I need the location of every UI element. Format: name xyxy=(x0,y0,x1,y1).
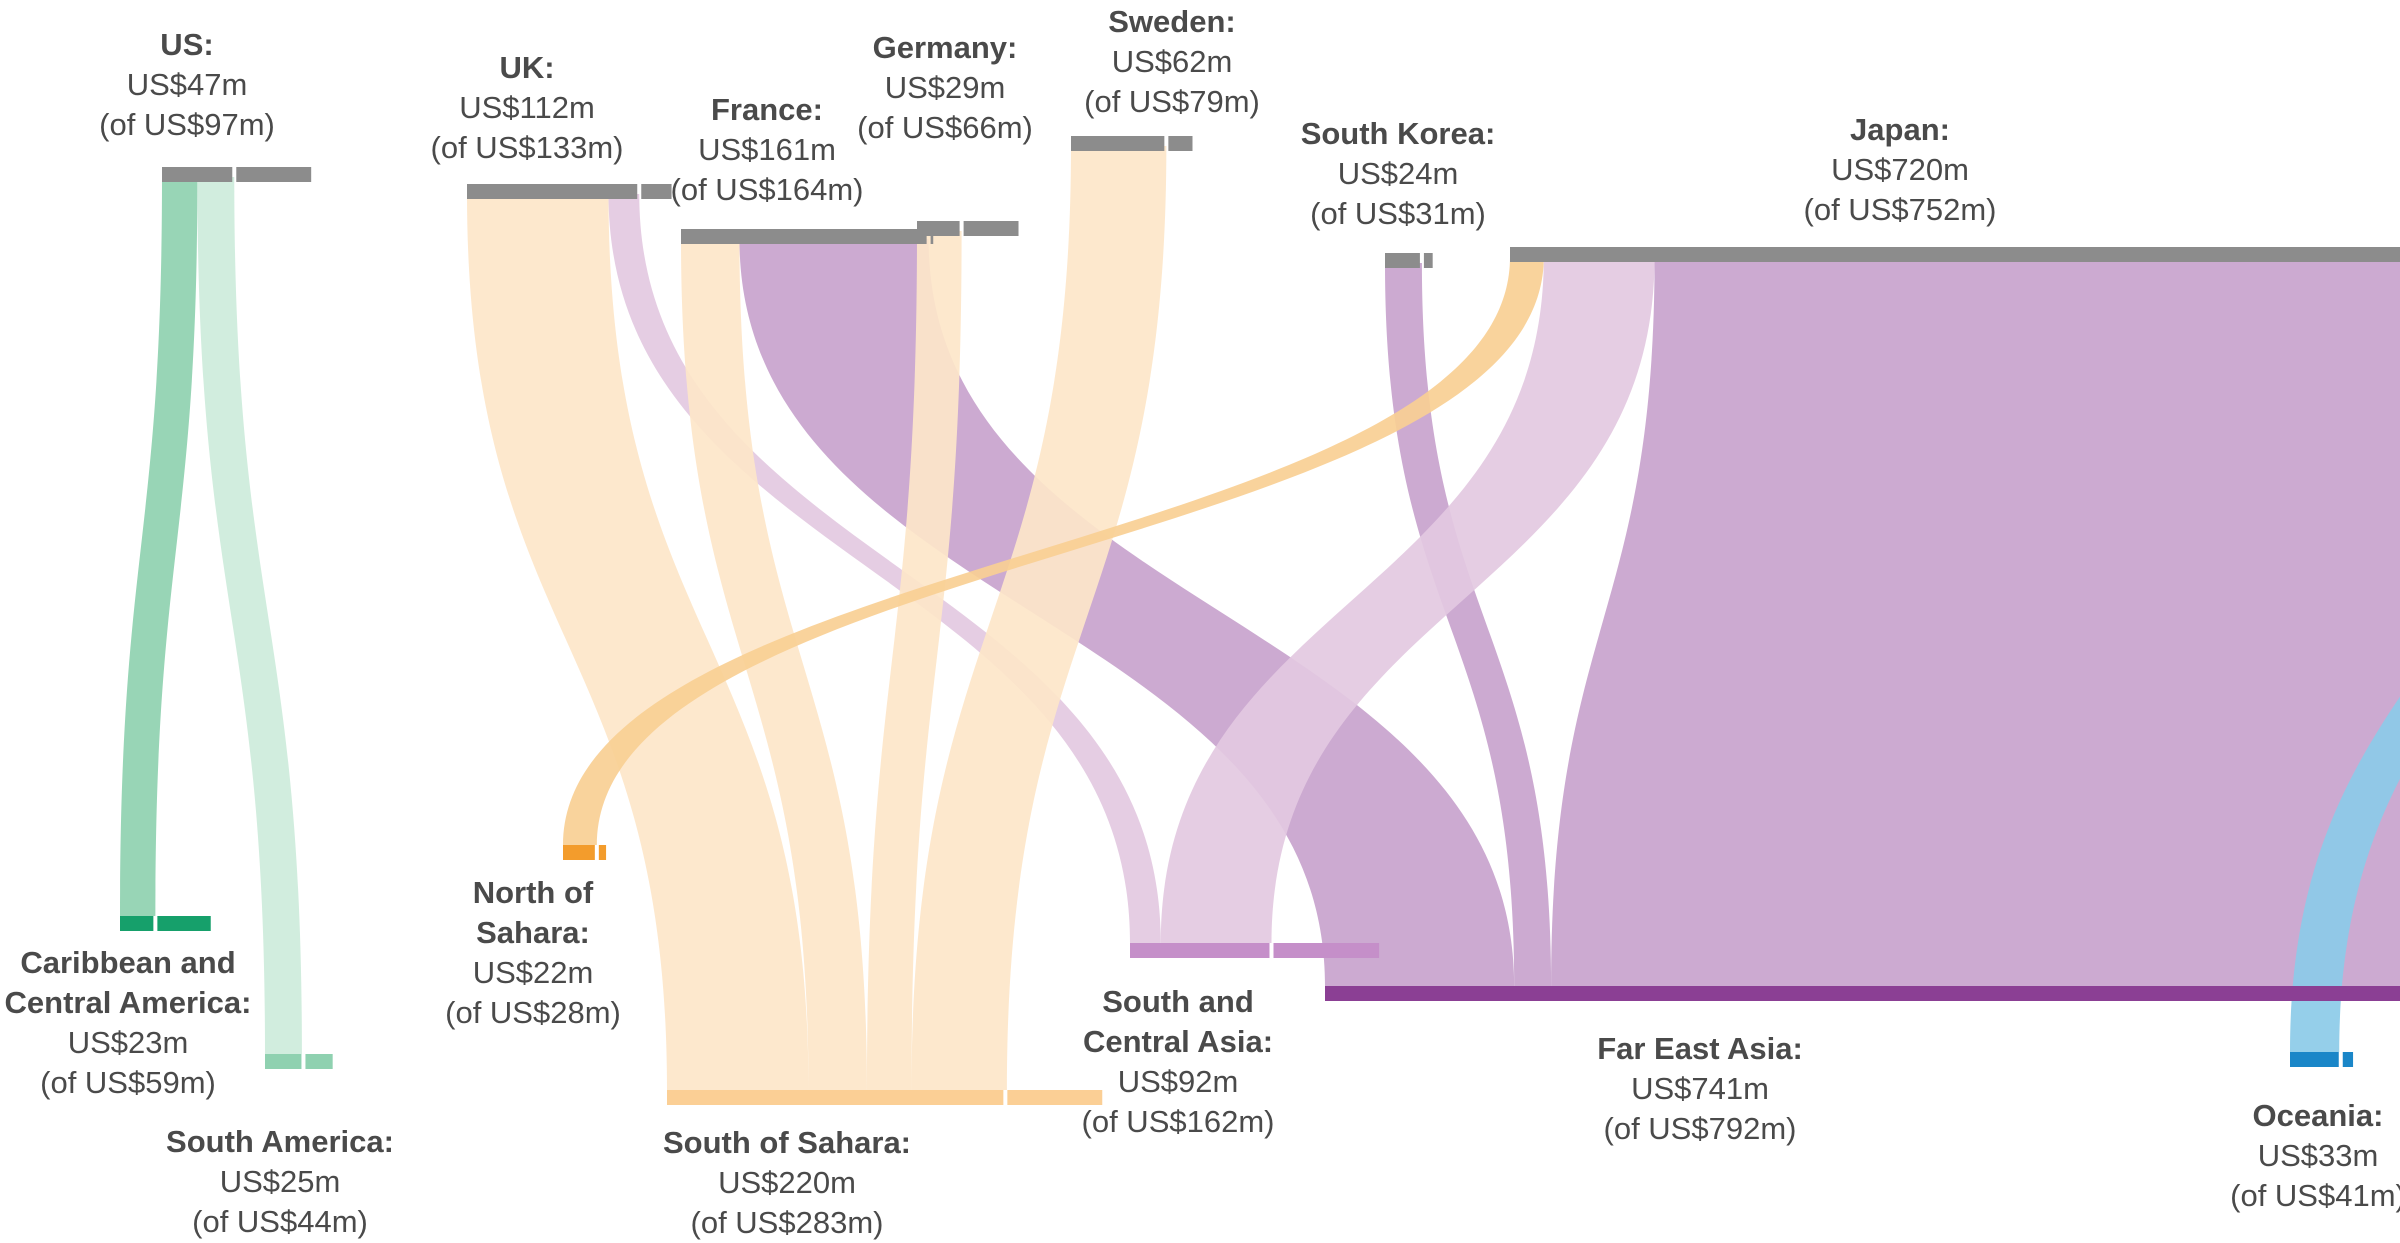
region-name: South and Central Asia: xyxy=(1082,984,1274,1059)
donor-value: US$112m xyxy=(459,90,595,125)
region-value: US$22m xyxy=(472,955,594,990)
flow-japan-to-far-east-asia xyxy=(1551,257,2400,986)
donor-total: (of US$79m) xyxy=(1084,84,1260,119)
donor-total: (of US$133m) xyxy=(430,130,624,165)
donor-name: Germany: xyxy=(872,30,1018,65)
flow-sweden-to-south-sahara xyxy=(911,146,1167,1090)
region-total: (of US$162m) xyxy=(1081,1104,1275,1139)
donor-value: US$24m xyxy=(1337,156,1459,191)
region-bar-oceania xyxy=(2290,1052,2339,1067)
donor-bar-germany xyxy=(917,221,960,236)
donor-bar-sweden xyxy=(1071,136,1165,151)
flow-japan-to-south-central-asia xyxy=(1160,257,1655,943)
region-total: (of US$28m) xyxy=(445,995,621,1030)
region-label-south-sahara: South of Sahara: US$220m (of US$283m) xyxy=(663,1123,911,1243)
donor-total: (of US$31m) xyxy=(1310,196,1486,231)
donor-bar-rest-france xyxy=(930,229,934,244)
region-name: Far East Asia: xyxy=(1597,1031,1803,1066)
region-bar-rest-south-central-asia xyxy=(1273,943,1380,958)
donor-label-us: US: US$47m (of US$97m) xyxy=(99,25,275,145)
flow-us-to-caribbean xyxy=(120,177,198,916)
donor-total: (of US$752m) xyxy=(1803,192,1997,227)
flow-uk-to-south-sahara xyxy=(467,194,809,1090)
bars-layer xyxy=(120,136,2400,1105)
donor-bar-uk xyxy=(467,184,638,199)
region-value: US$92m xyxy=(1117,1064,1239,1099)
region-bar-south-sahara xyxy=(667,1090,1004,1105)
donor-bar-france xyxy=(681,229,927,244)
flow-us-to-south-america xyxy=(197,177,302,1054)
flow-japan-to-oceania xyxy=(2290,696,2400,1052)
donor-name: Japan: xyxy=(1850,112,1950,147)
region-name: Caribbean and Central America: xyxy=(4,945,252,1020)
donor-name: US: xyxy=(160,27,214,62)
donor-label-germany: Germany: US$29m (of US$66m) xyxy=(857,28,1033,148)
region-name: South of Sahara: xyxy=(662,1125,912,1160)
region-value: US$23m xyxy=(67,1025,189,1060)
region-total: (of US$59m) xyxy=(40,1065,216,1100)
donor-label-france: France: US$161m (of US$164m) xyxy=(671,90,864,210)
region-name: South America: xyxy=(166,1124,394,1159)
donor-bar-japan xyxy=(1510,247,2400,262)
donor-total: (of US$97m) xyxy=(99,107,275,142)
region-total: (of US$41m) xyxy=(2230,1178,2400,1213)
donor-bar-rest-sweden xyxy=(1168,136,1193,151)
flow-germany-to-south-sahara xyxy=(866,231,962,1090)
donor-name: UK: xyxy=(499,50,555,85)
flow-uk-to-south-central-asia xyxy=(608,194,1161,943)
region-label-far-east-asia: Far East Asia: US$741m (of US$792m) xyxy=(1597,1029,1803,1149)
donor-label-sweden: Sweden: US$62m (of US$79m) xyxy=(1084,2,1260,122)
donor-value: US$720m xyxy=(1831,152,1969,187)
region-bar-south-central-asia xyxy=(1130,943,1270,958)
donor-value: US$161m xyxy=(698,132,836,167)
donor-bar-rest-us xyxy=(236,167,312,182)
donor-bar-us xyxy=(162,167,233,182)
flow-japan-to-north-sahara xyxy=(563,257,1544,845)
donor-name: France: xyxy=(711,92,823,127)
region-name: North of Sahara: xyxy=(472,875,594,950)
region-bar-caribbean xyxy=(120,916,154,931)
region-label-north-sahara: North of Sahara: US$22m (of US$28m) xyxy=(445,873,621,1033)
region-bar-rest-north-sahara xyxy=(598,845,607,860)
region-bar-rest-caribbean xyxy=(157,916,211,931)
donor-label-uk: UK: US$112m (of US$133m) xyxy=(431,48,624,168)
region-bar-far-east-asia xyxy=(1325,986,2400,1001)
flows-layer xyxy=(120,146,2400,1090)
donor-value: US$29m xyxy=(884,70,1006,105)
region-bar-rest-oceania xyxy=(2342,1052,2354,1067)
region-label-oceania: Oceania: US$33m (of US$41m) xyxy=(2230,1096,2400,1216)
donor-name: Sweden: xyxy=(1108,4,1236,39)
donor-value: US$62m xyxy=(1111,44,1233,79)
flow-south-korea-to-far-east-asia xyxy=(1385,263,1552,986)
donor-bar-rest-germany xyxy=(963,221,1019,236)
region-total: (of US$283m) xyxy=(690,1205,884,1240)
region-total: (of US$44m) xyxy=(192,1204,368,1239)
region-bar-south-america xyxy=(265,1054,302,1069)
region-value: US$25m xyxy=(219,1164,341,1199)
region-label-caribbean: Caribbean and Central America: US$23m (of U… xyxy=(5,943,252,1103)
donor-total: (of US$164m) xyxy=(670,172,864,207)
donor-name: South Korea: xyxy=(1300,116,1496,151)
region-value: US$741m xyxy=(1631,1071,1769,1106)
region-label-south-america: South America: US$25m (of US$44m) xyxy=(166,1122,394,1242)
donor-bar-rest-south-korea xyxy=(1423,253,1433,268)
donor-bar-south-korea xyxy=(1385,253,1420,268)
region-total: (of US$792m) xyxy=(1603,1111,1797,1146)
donor-label-japan: Japan: US$720m (of US$752m) xyxy=(1804,110,1997,230)
donor-total: (of US$66m) xyxy=(857,110,1033,145)
donor-value: US$47m xyxy=(126,67,248,102)
flow-france-to-south-sahara xyxy=(681,239,867,1090)
region-value: US$220m xyxy=(718,1165,856,1200)
region-label-south-central-asia: South and Central Asia: US$92m (of US$162m) xyxy=(1082,982,1275,1142)
region-name: Oceania: xyxy=(2252,1098,2384,1133)
region-bar-north-sahara xyxy=(563,845,595,860)
donor-bar-rest-uk xyxy=(641,184,672,199)
region-bar-rest-south-sahara xyxy=(1007,1090,1103,1105)
region-value: US$33m xyxy=(2257,1138,2379,1173)
region-bar-rest-south-america xyxy=(305,1054,333,1069)
donor-label-south-korea: South Korea: US$24m (of US$31m) xyxy=(1301,114,1496,234)
